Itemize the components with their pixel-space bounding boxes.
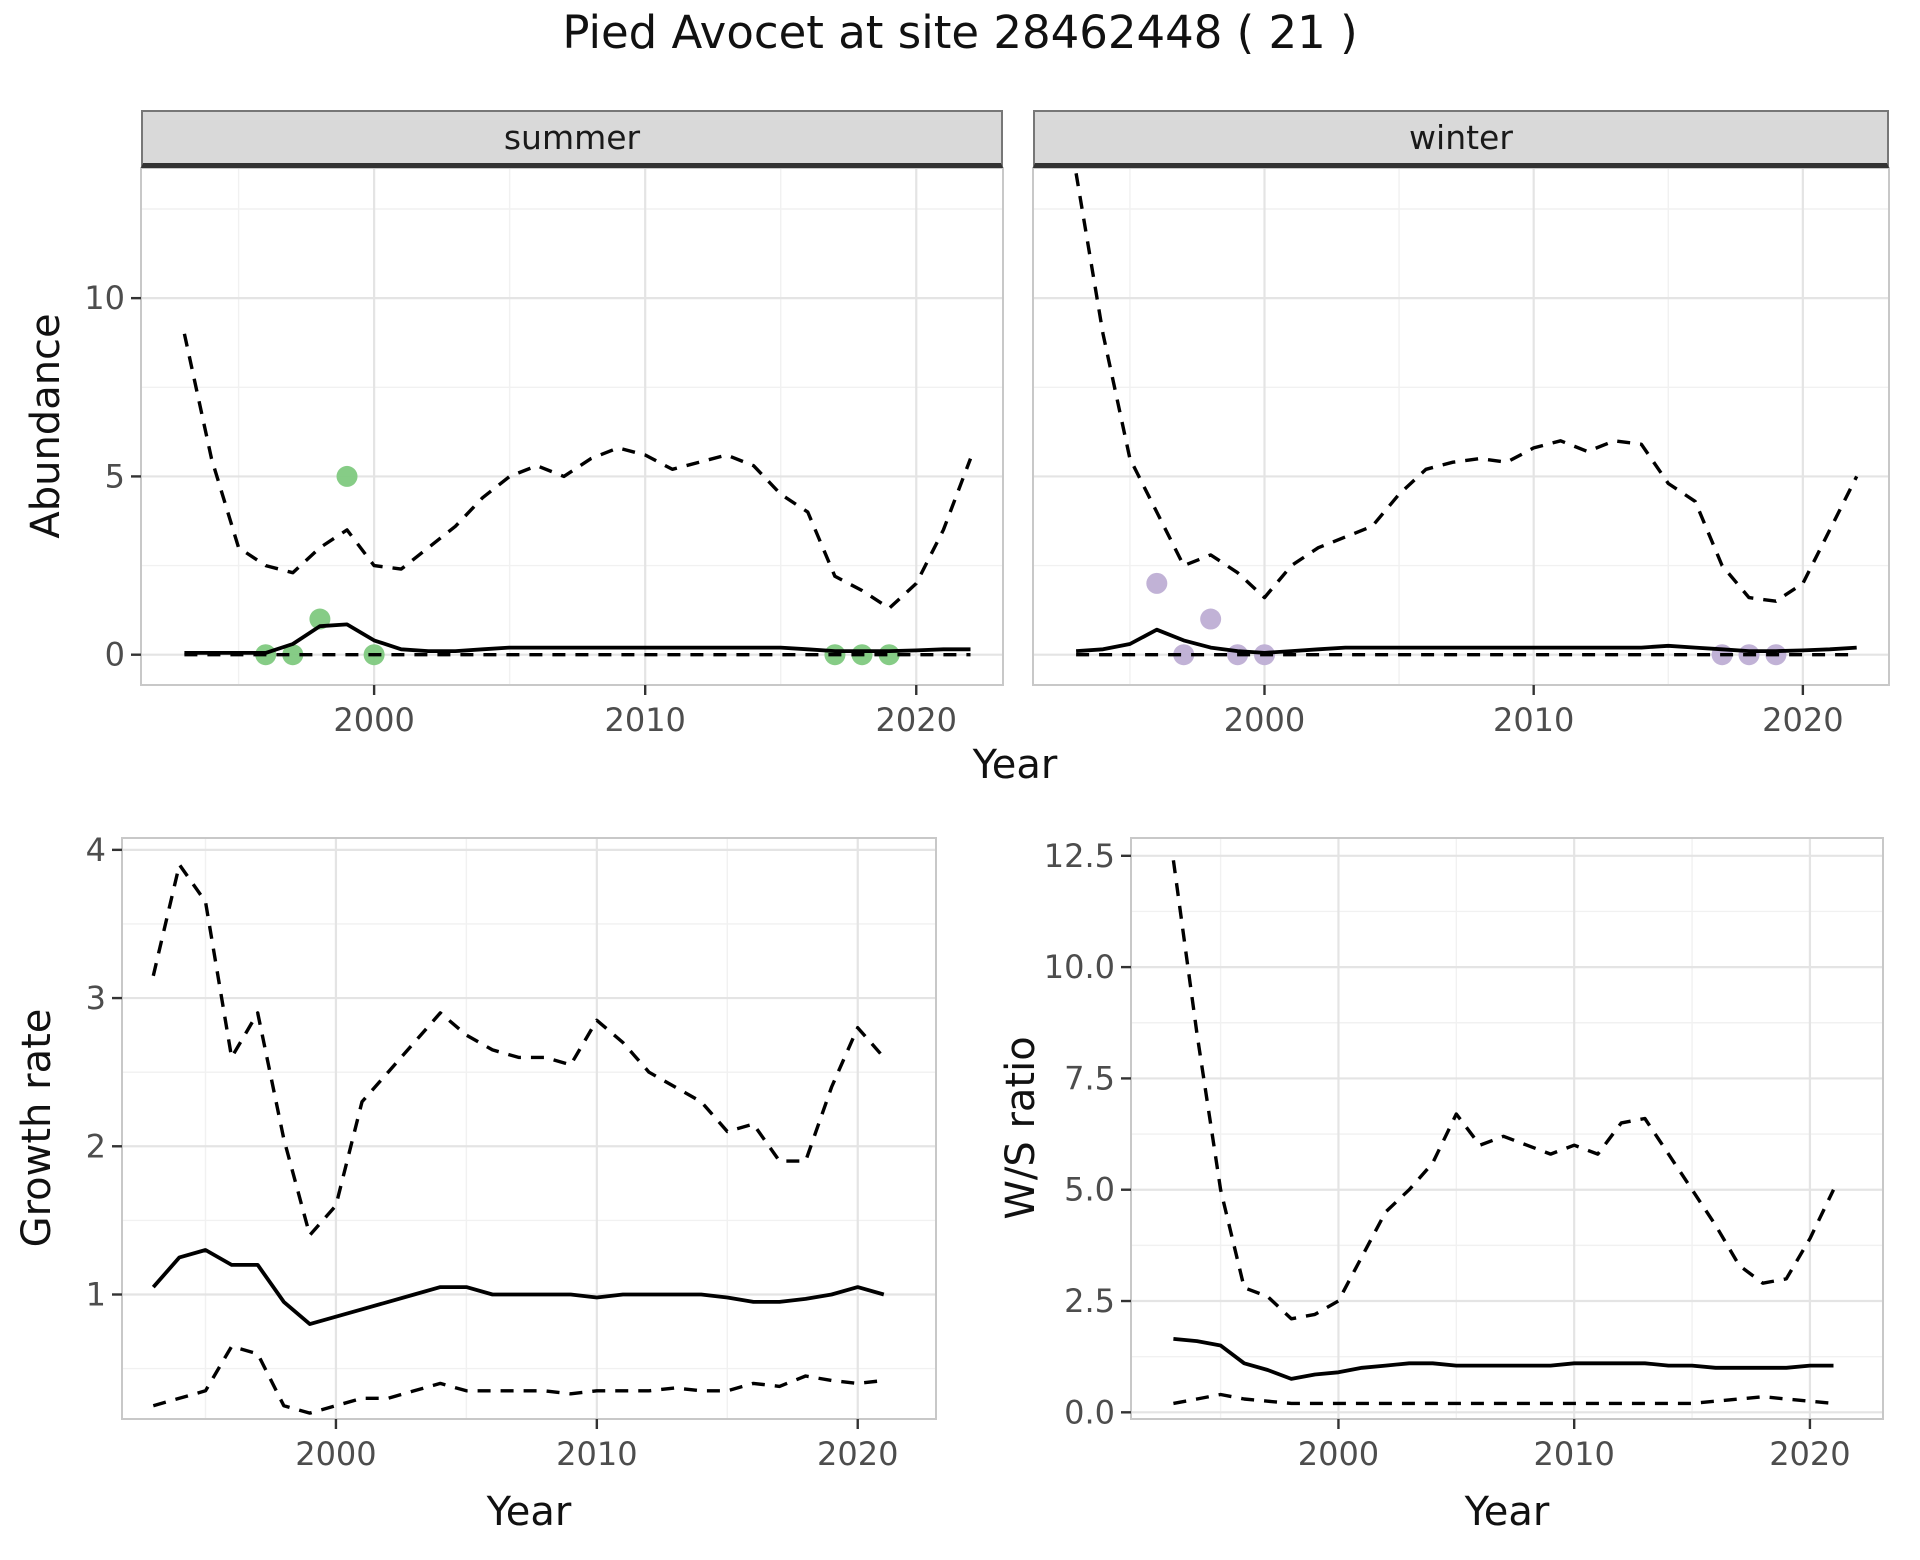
series-median	[1173, 1337, 1834, 1381]
y-axis-title-ws-ratio: W/S ratio	[998, 1036, 1044, 1220]
panel-background	[122, 838, 936, 1419]
chart-title: Pied Avocet at site 28462448 ( 21 )	[562, 6, 1358, 59]
series-upper_ci	[1171, 860, 1836, 1321]
panel-border	[140, 167, 1004, 686]
series-upper_ci	[1074, 173, 1859, 603]
y-tick-label: 1	[86, 1276, 106, 1314]
panel-background	[141, 168, 1003, 685]
x-axis-title-year-top: Year	[972, 742, 1058, 788]
x-tick-label: 2010	[604, 701, 685, 739]
data-point	[1173, 644, 1195, 666]
series-median	[1075, 627, 1857, 655]
x-tick-label: 2020	[1769, 1435, 1850, 1473]
x-tick-label: 2010	[1533, 1435, 1614, 1473]
facet-strip-summer: summer	[141, 110, 1003, 168]
y-tick-label: 12.5	[1044, 837, 1115, 875]
facet-strip-winter: winter	[1033, 110, 1889, 168]
x-axis-title-year-bottom-right: Year	[1464, 1489, 1550, 1535]
x-tick-label: 2000	[333, 701, 414, 739]
y-tick-label: 7.5	[1064, 1059, 1115, 1097]
x-tick-label: 2000	[1224, 701, 1305, 739]
series-upper_ci	[151, 863, 886, 1237]
series-lower_ci	[1173, 1392, 1834, 1406]
panel-background	[1033, 168, 1889, 685]
x-tick-label: 2020	[1762, 701, 1843, 739]
y-tick-label: 4	[86, 831, 106, 869]
panel-data-layer	[1074, 173, 1859, 666]
panel-data-layer	[151, 863, 886, 1415]
x-axis-title-year-bottom-left: Year	[486, 1489, 572, 1535]
y-tick-label: 10	[84, 279, 125, 317]
panel-border	[1032, 167, 1890, 686]
panel-data-layer	[182, 333, 973, 666]
series-upper_ci	[182, 333, 973, 610]
x-tick-label: 2000	[1298, 1435, 1379, 1473]
y-tick-label: 2.5	[1064, 1282, 1115, 1320]
y-tick-label: 5	[105, 457, 125, 495]
y-tick-label: 10.0	[1044, 948, 1115, 986]
y-tick-label: 0.0	[1064, 1393, 1115, 1431]
panel-data-layer	[1171, 860, 1836, 1406]
panel-border	[1130, 837, 1884, 1420]
data-point	[1200, 608, 1222, 630]
data-point	[336, 465, 358, 487]
data-point	[1146, 572, 1168, 594]
x-tick-label: 2020	[876, 701, 957, 739]
y-axis-title-abundance: Abundance	[23, 313, 69, 539]
series-median	[184, 622, 971, 655]
panel-border	[121, 837, 937, 1420]
x-tick-label: 2000	[295, 1435, 376, 1473]
y-tick-label: 2	[86, 1127, 106, 1165]
y-tick-label: 5.0	[1064, 1171, 1115, 1209]
x-tick-label: 2010	[1493, 701, 1574, 739]
y-tick-label: 3	[86, 979, 106, 1017]
series-lower_ci	[152, 1344, 884, 1415]
y-tick-label: 0	[105, 636, 125, 674]
y-axis-title-growth-rate: Growth rate	[14, 1008, 60, 1248]
series-median	[151, 1248, 885, 1326]
data-point	[282, 644, 304, 666]
x-tick-label: 2010	[556, 1435, 637, 1473]
panel-background	[1131, 838, 1883, 1419]
x-tick-label: 2020	[817, 1435, 898, 1473]
